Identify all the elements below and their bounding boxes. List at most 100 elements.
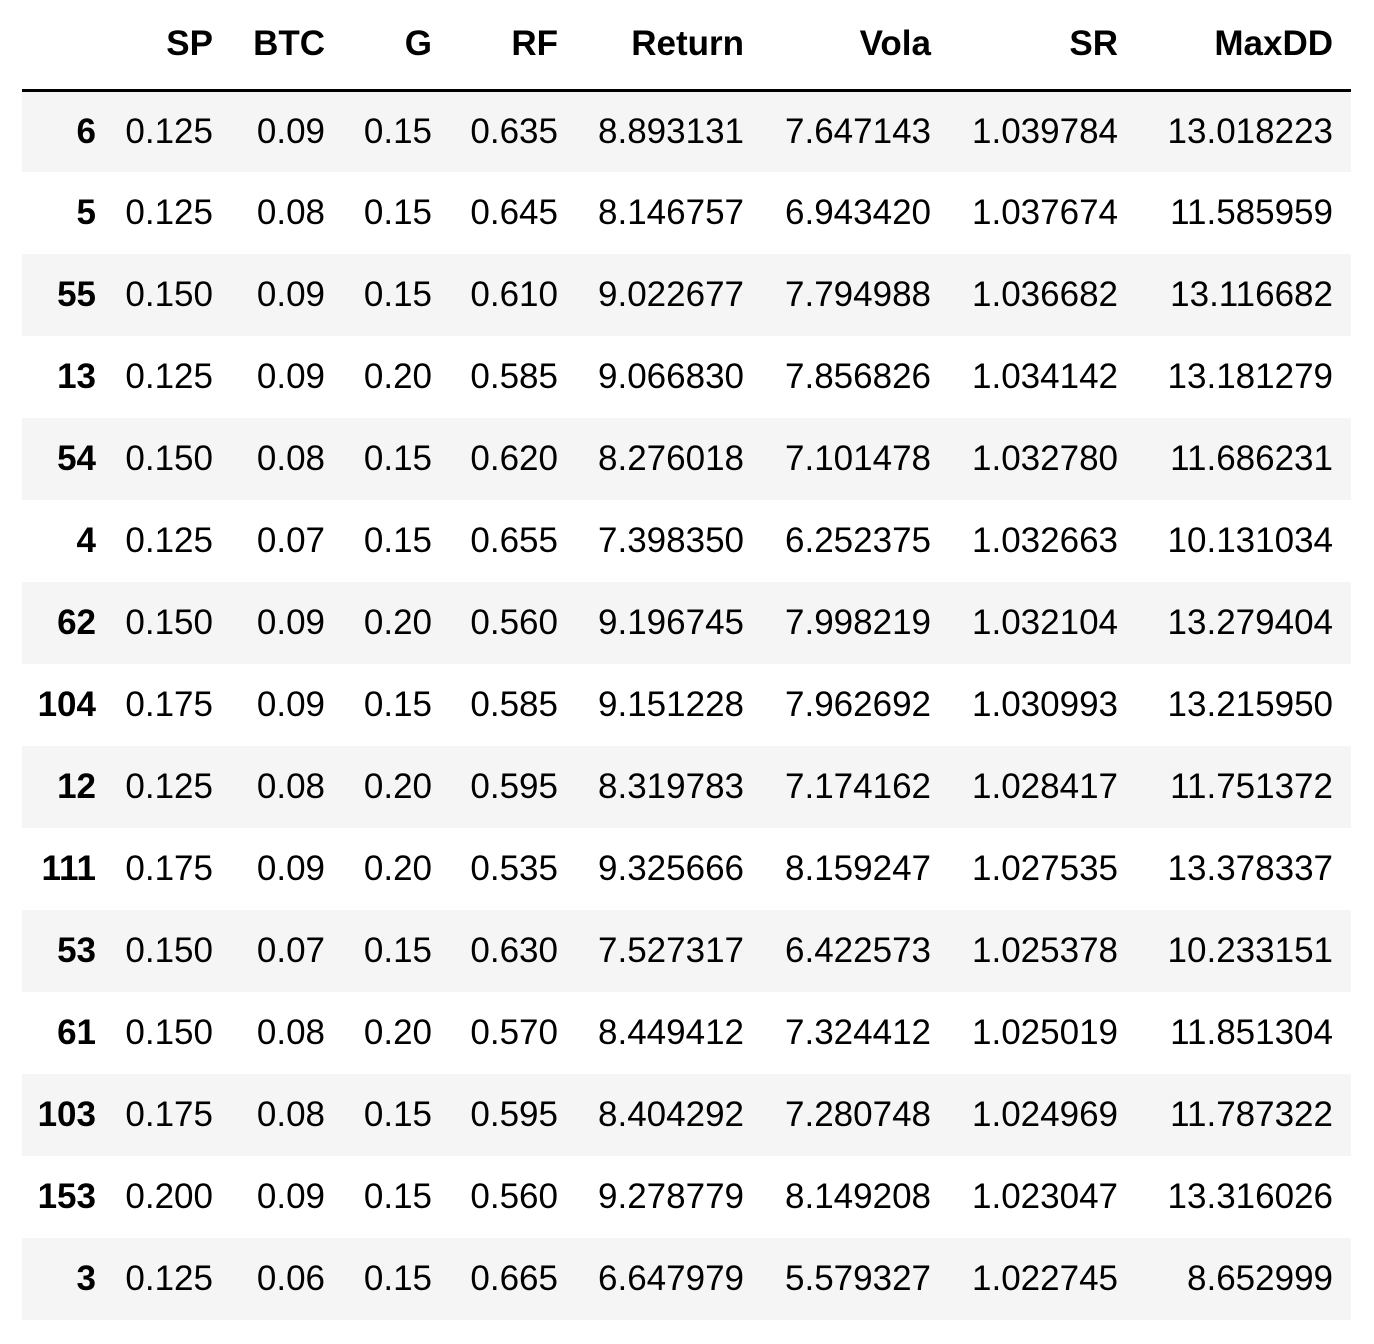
cell-btc: 0.07 xyxy=(256,521,325,560)
cell-btc: 0.09 xyxy=(256,111,325,151)
row-index: 5 xyxy=(76,193,96,232)
cell-sp: 0.125 xyxy=(125,193,213,232)
cell-g: 0.15 xyxy=(363,1177,432,1216)
cell-vola: 5.579327 xyxy=(785,1259,931,1298)
table-row: 12 0.125 0.08 0.20 0.595 8.319783 7.174162 1.02… xyxy=(22,746,1351,828)
table-row: 53 0.150 0.07 0.15 0.630 7.527317 6.422573 1.02… xyxy=(22,910,1351,992)
cell-btc: 0.09 xyxy=(256,685,325,724)
cell-vola: 7.280748 xyxy=(785,1095,931,1134)
cell-vola: 7.324412 xyxy=(785,1013,931,1052)
cell-maxdd: 11.851304 xyxy=(1170,1013,1333,1052)
cell-sp: 0.175 xyxy=(125,685,213,724)
cell-rf: 0.585 xyxy=(470,685,558,724)
cell-g: 0.15 xyxy=(363,1259,432,1298)
row-index: 53 xyxy=(57,931,96,970)
cell-btc: 0.08 xyxy=(256,767,325,806)
cell-rf: 0.610 xyxy=(470,275,558,314)
cell-return: 6.647979 xyxy=(598,1259,744,1298)
table-body: 6 0.125 0.09 0.15 0.635 8.893131 7.647143 1.039… xyxy=(22,90,1351,1320)
cell-btc: 0.09 xyxy=(256,275,325,314)
cell-rf: 0.635 xyxy=(470,111,558,151)
cell-return: 9.066830 xyxy=(598,357,744,396)
cell-vola: 7.794988 xyxy=(785,275,931,314)
cell-sr: 1.030993 xyxy=(972,685,1118,724)
table-row: 54 0.150 0.08 0.15 0.620 8.276018 7.101478 1.03… xyxy=(22,418,1351,500)
cell-return: 9.151228 xyxy=(598,685,744,724)
cell-return: 9.022677 xyxy=(598,275,744,314)
column-header-g: G xyxy=(343,0,450,92)
cell-btc: 0.08 xyxy=(256,1095,325,1134)
cell-vola: 7.647143 xyxy=(785,111,931,151)
column-header-sr: SR xyxy=(949,0,1136,92)
cell-sr: 1.037674 xyxy=(972,193,1118,232)
cell-rf: 0.645 xyxy=(470,193,558,232)
cell-sp: 0.175 xyxy=(125,849,213,888)
row-index: 104 xyxy=(37,685,96,724)
cell-g: 0.15 xyxy=(363,439,432,478)
dataframe-container: SP BTC G RF Return Vola SR MaxDD 6 0.125 0.09 0.15… xyxy=(22,0,1351,1320)
cell-vola: 8.149208 xyxy=(785,1177,931,1216)
table-row: 61 0.150 0.08 0.20 0.570 8.449412 7.324412 1.02… xyxy=(22,992,1351,1074)
index-header xyxy=(22,0,118,92)
cell-vola: 8.159247 xyxy=(785,849,931,888)
cell-sr: 1.024969 xyxy=(972,1095,1118,1134)
cell-maxdd: 11.787322 xyxy=(1170,1095,1333,1134)
cell-g: 0.15 xyxy=(363,1095,432,1134)
cell-sr: 1.028417 xyxy=(972,767,1118,806)
cell-g: 0.20 xyxy=(363,357,432,396)
dataframe-table: SP BTC G RF Return Vola SR MaxDD 6 0.125 0.09 0.15… xyxy=(22,0,1351,1320)
cell-return: 8.276018 xyxy=(598,439,744,478)
header-row: SP BTC G RF Return Vola SR MaxDD xyxy=(22,0,1351,92)
cell-return: 7.527317 xyxy=(598,931,744,970)
cell-rf: 0.620 xyxy=(470,439,558,478)
cell-rf: 0.560 xyxy=(470,1177,558,1216)
cell-btc: 0.06 xyxy=(256,1259,325,1298)
cell-rf: 0.665 xyxy=(470,1259,558,1298)
cell-return: 8.449412 xyxy=(598,1013,744,1052)
cell-sp: 0.200 xyxy=(125,1177,213,1216)
cell-sp: 0.175 xyxy=(125,1095,213,1134)
row-index: 12 xyxy=(57,767,96,806)
cell-maxdd: 11.585959 xyxy=(1170,193,1333,232)
cell-maxdd: 11.686231 xyxy=(1170,439,1333,478)
table-row: 13 0.125 0.09 0.20 0.585 9.066830 7.856826 1.03… xyxy=(22,336,1351,418)
cell-btc: 0.08 xyxy=(256,439,325,478)
cell-vola: 7.101478 xyxy=(785,439,931,478)
table-row: 3 0.125 0.06 0.15 0.665 6.647979 5.579327 1.022… xyxy=(22,1238,1351,1320)
row-index: 55 xyxy=(57,275,96,314)
row-index: 6 xyxy=(76,111,96,151)
cell-btc: 0.09 xyxy=(256,849,325,888)
row-index: 62 xyxy=(57,603,96,642)
table-row: 153 0.200 0.09 0.15 0.560 9.278779 8.149208 1.0… xyxy=(22,1156,1351,1238)
cell-maxdd: 13.215950 xyxy=(1167,685,1333,724)
cell-sr: 1.039784 xyxy=(972,111,1118,151)
cell-maxdd: 11.751372 xyxy=(1170,767,1333,806)
cell-maxdd: 13.018223 xyxy=(1167,111,1333,151)
table-row: 103 0.175 0.08 0.15 0.595 8.404292 7.280748 1.0… xyxy=(22,1074,1351,1156)
cell-g: 0.15 xyxy=(363,521,432,560)
cell-g: 0.20 xyxy=(363,849,432,888)
cell-sr: 1.036682 xyxy=(972,275,1118,314)
cell-rf: 0.570 xyxy=(470,1013,558,1052)
cell-sr: 1.032104 xyxy=(972,603,1118,642)
table-row: 4 0.125 0.07 0.15 0.655 7.398350 6.252375 1.032… xyxy=(22,500,1351,582)
column-header-maxdd: MaxDD xyxy=(1136,0,1351,92)
row-index: 3 xyxy=(76,1259,96,1298)
cell-g: 0.20 xyxy=(363,767,432,806)
cell-sp: 0.125 xyxy=(125,357,213,396)
cell-rf: 0.560 xyxy=(470,603,558,642)
cell-sp: 0.150 xyxy=(125,603,213,642)
column-header-btc: BTC xyxy=(231,0,343,92)
cell-maxdd: 13.279404 xyxy=(1167,603,1333,642)
row-index: 61 xyxy=(57,1013,96,1052)
cell-maxdd: 13.378337 xyxy=(1167,849,1333,888)
cell-sr: 1.032663 xyxy=(972,521,1118,560)
cell-g: 0.15 xyxy=(363,685,432,724)
column-header-rf: RF xyxy=(450,0,576,92)
row-index: 4 xyxy=(76,521,96,560)
cell-sr: 1.025378 xyxy=(972,931,1118,970)
cell-btc: 0.09 xyxy=(256,1177,325,1216)
cell-sr: 1.032780 xyxy=(972,439,1118,478)
cell-return: 8.319783 xyxy=(598,767,744,806)
cell-sr: 1.022745 xyxy=(972,1259,1118,1298)
